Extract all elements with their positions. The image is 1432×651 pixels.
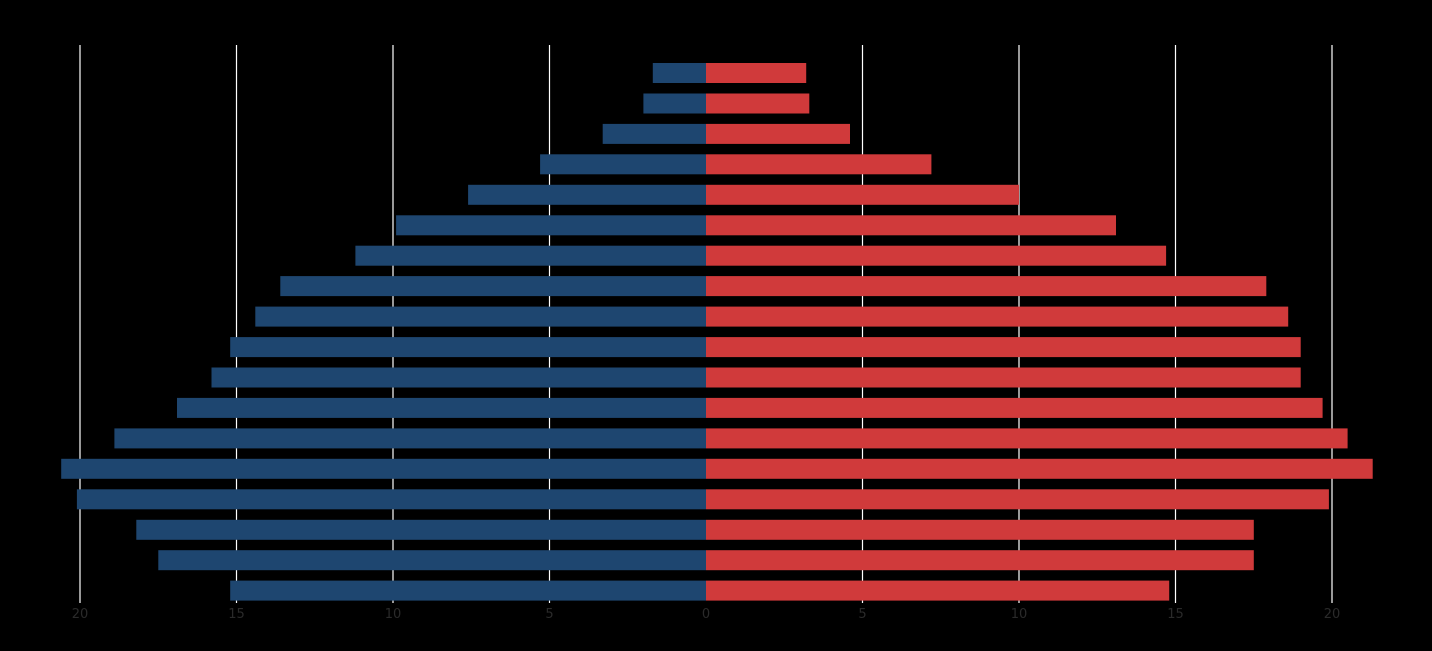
right-bar-11 <box>706 397 1323 418</box>
right-bar-1 <box>706 93 810 114</box>
left-bar-14 <box>76 489 706 510</box>
left-bar-16 <box>158 550 707 571</box>
right-bar-12 <box>706 428 1348 449</box>
x-tick-label-8: 20 <box>1324 607 1341 622</box>
left-bar-2 <box>602 123 706 144</box>
right-bar-2 <box>706 123 850 144</box>
left-bar-8 <box>255 306 707 327</box>
left-bar-1 <box>643 93 706 114</box>
bars <box>61 63 1373 601</box>
left-bar-5 <box>396 215 706 236</box>
right-bar-4 <box>706 184 1019 205</box>
x-tick-label-3: 5 <box>545 607 553 622</box>
left-bar-4 <box>468 184 706 205</box>
left-bar-12 <box>114 428 706 449</box>
left-bar-10 <box>211 367 706 388</box>
right-bar-9 <box>706 337 1301 358</box>
left-bar-17 <box>230 580 706 601</box>
x-tick-label-7: 15 <box>1167 607 1184 622</box>
left-bar-13 <box>61 458 706 479</box>
right-bar-14 <box>706 489 1329 510</box>
left-bar-11 <box>177 397 706 418</box>
left-bar-15 <box>136 519 707 540</box>
right-bar-17 <box>706 580 1170 601</box>
x-tick-label-4: 0 <box>702 607 710 622</box>
left-bar-9 <box>230 337 706 358</box>
left-bar-6 <box>355 245 706 266</box>
right-bar-10 <box>706 367 1301 388</box>
x-tick-label-6: 10 <box>1011 607 1028 622</box>
left-bar-0 <box>652 63 706 83</box>
x-tick-label-5: 5 <box>858 607 866 622</box>
right-bar-0 <box>706 63 807 83</box>
left-bar-3 <box>540 154 706 175</box>
right-bar-13 <box>706 458 1373 479</box>
right-bar-8 <box>706 306 1289 327</box>
right-bar-6 <box>706 245 1167 266</box>
right-bar-16 <box>706 550 1254 571</box>
x-tick-label-0: 20 <box>72 607 89 622</box>
left-bar-7 <box>280 276 706 297</box>
x-axis-tick-labels: 20 15 10 5 0 5 10 15 20 <box>72 607 1341 622</box>
right-bar-7 <box>706 276 1267 297</box>
x-tick-label-1: 15 <box>228 607 245 622</box>
right-bar-3 <box>706 154 932 175</box>
x-tick-label-2: 10 <box>385 607 402 622</box>
right-bar-15 <box>706 519 1254 540</box>
right-bar-5 <box>706 215 1116 236</box>
